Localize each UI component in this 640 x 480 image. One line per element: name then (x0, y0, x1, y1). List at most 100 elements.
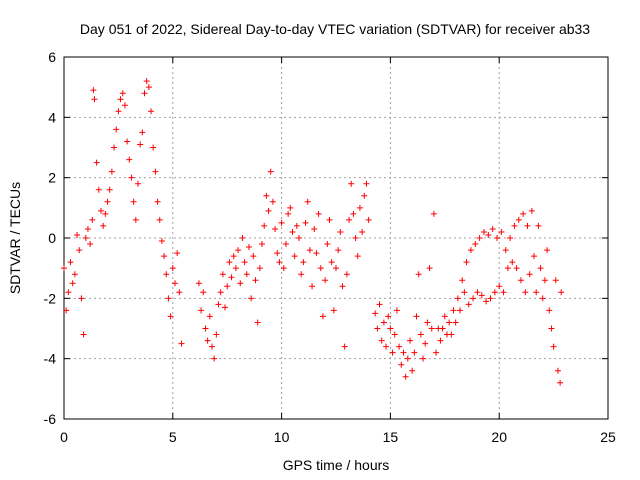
data-point (480, 228, 487, 235)
data-point (232, 265, 239, 272)
data-point (254, 319, 261, 326)
data-point (465, 301, 472, 308)
data-point (106, 186, 113, 193)
data-point (533, 289, 540, 296)
data-point (509, 259, 516, 266)
data-point (472, 241, 479, 248)
data-point (474, 289, 481, 296)
data-point (511, 222, 518, 229)
data-point (148, 108, 155, 115)
data-point (526, 271, 533, 278)
data-point (117, 96, 124, 103)
data-point (494, 235, 501, 241)
data-point (317, 265, 324, 272)
data-point (128, 174, 135, 181)
data-point (104, 198, 111, 205)
data-point (552, 277, 559, 284)
data-point (311, 225, 318, 232)
data-point (422, 340, 429, 347)
data-point (411, 349, 418, 356)
data-point (507, 235, 514, 241)
data-point (111, 144, 118, 151)
data-point (261, 222, 268, 229)
data-point (339, 283, 346, 290)
y-tick-label: 6 (48, 49, 56, 65)
data-point (178, 340, 185, 347)
data-point (376, 301, 383, 308)
data-point (439, 325, 446, 332)
data-point (457, 307, 464, 314)
data-point (243, 271, 250, 278)
data-point (228, 274, 235, 281)
data-point (524, 222, 531, 229)
data-point (141, 90, 148, 97)
data-point (195, 280, 202, 287)
data-point (446, 319, 453, 326)
data-point (341, 343, 348, 350)
x-tick-label: 25 (600, 429, 616, 445)
data-point (541, 277, 548, 284)
data-point (71, 271, 78, 278)
data-point (356, 204, 363, 211)
data-point (293, 222, 300, 229)
data-point (535, 222, 542, 229)
data-point (437, 337, 444, 344)
data-point (424, 319, 431, 326)
data-point (476, 235, 483, 241)
data-point (91, 96, 98, 103)
data-point (87, 241, 94, 248)
data-point (89, 216, 96, 223)
data-point (389, 349, 396, 356)
data-point (211, 355, 218, 362)
data-point (406, 337, 413, 344)
data-point (84, 225, 91, 232)
data-point (152, 168, 159, 175)
data-point (528, 207, 535, 214)
data-point (365, 216, 372, 223)
data-point (222, 304, 229, 311)
data-point (400, 349, 407, 356)
data-point (300, 259, 307, 266)
data-point (126, 156, 133, 163)
y-axis-label: SDTVAR / TECUs (7, 182, 23, 294)
data-point (200, 289, 207, 296)
data-point (557, 379, 564, 386)
data-point (522, 289, 529, 296)
data-point (380, 319, 387, 326)
data-point (245, 244, 252, 251)
y-tick-label: -2 (44, 290, 57, 306)
data-point (100, 222, 107, 229)
data-point (90, 87, 97, 94)
data-point (393, 307, 400, 314)
data-point (82, 235, 89, 241)
data-point (548, 325, 555, 332)
data-point (156, 216, 163, 223)
data-point (515, 216, 522, 223)
data-point (502, 247, 509, 254)
data-point (498, 228, 505, 235)
data-point (248, 295, 255, 302)
data-point (330, 307, 337, 314)
data-point (176, 289, 183, 296)
data-point (124, 138, 131, 145)
data-point (478, 292, 485, 299)
data-point (65, 289, 72, 296)
data-point (95, 186, 102, 193)
x-tick-label: 20 (491, 429, 507, 445)
data-point (63, 307, 70, 314)
data-point (554, 367, 561, 374)
data-point (102, 210, 109, 217)
data-point (145, 84, 152, 91)
data-point (121, 102, 128, 109)
data-point (396, 343, 403, 350)
data-point (315, 210, 322, 217)
data-point (241, 259, 248, 266)
data-point (333, 265, 339, 272)
data-point (265, 207, 272, 214)
data-point (487, 295, 494, 302)
data-point (452, 319, 459, 326)
data-point (78, 295, 85, 302)
data-point (319, 313, 326, 320)
data-point (348, 180, 355, 187)
data-point (454, 295, 461, 302)
